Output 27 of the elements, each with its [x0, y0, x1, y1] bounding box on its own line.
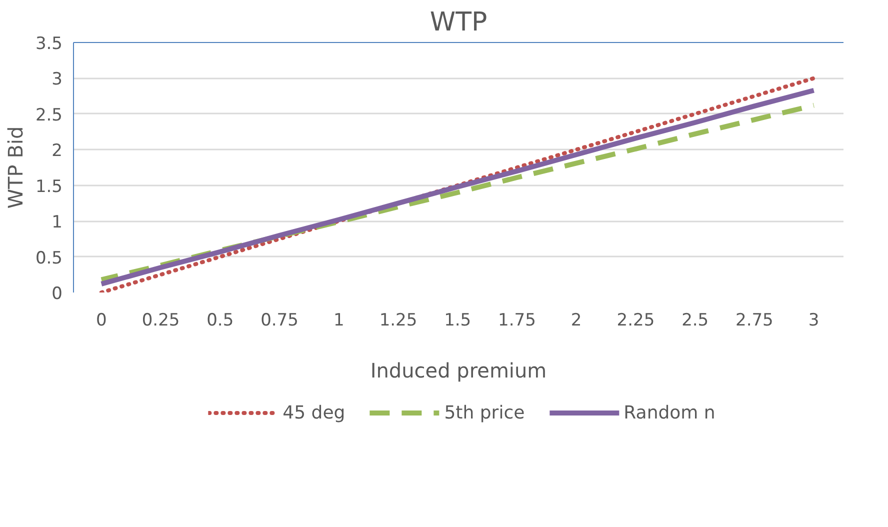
y-tick-label: 0 — [52, 284, 63, 304]
x-axis-title: Induced premium — [370, 358, 547, 382]
y-tick-label: 1.5 — [35, 176, 63, 197]
y-tick-label: 3 — [52, 70, 63, 90]
legend-label: 45 deg — [282, 402, 346, 423]
y-tick-label: 2 — [52, 141, 63, 162]
x-tick-label: 0 — [96, 310, 107, 330]
x-tick-label: 1 — [333, 310, 344, 330]
legend-label: Random n — [624, 402, 716, 423]
y-tick-label: 3.5 — [35, 34, 63, 54]
x-tick-label: 2.75 — [736, 310, 774, 330]
x-tick-label: 0.25 — [142, 310, 180, 330]
y-tick-label: 2.5 — [35, 105, 63, 126]
x-tick-label: 2.5 — [682, 310, 709, 330]
y-axis-title: WTP Bid — [3, 126, 28, 209]
x-tick-label: 1.25 — [379, 310, 418, 330]
x-tick-label: 1.5 — [444, 310, 472, 330]
x-tick-label: 3 — [808, 310, 820, 330]
x-tick-label: 0.5 — [206, 310, 234, 330]
y-tick-label: 0.5 — [35, 248, 63, 268]
x-tick-label: 2 — [570, 310, 582, 330]
x-tick-label: 1.75 — [498, 310, 536, 330]
y-tick-label: 1 — [52, 212, 63, 233]
legend-label: 5th price — [444, 402, 525, 423]
x-tick-label: 0.75 — [260, 310, 298, 330]
x-tick-label: 2.25 — [616, 310, 655, 330]
chart-title: WTP — [430, 8, 488, 38]
